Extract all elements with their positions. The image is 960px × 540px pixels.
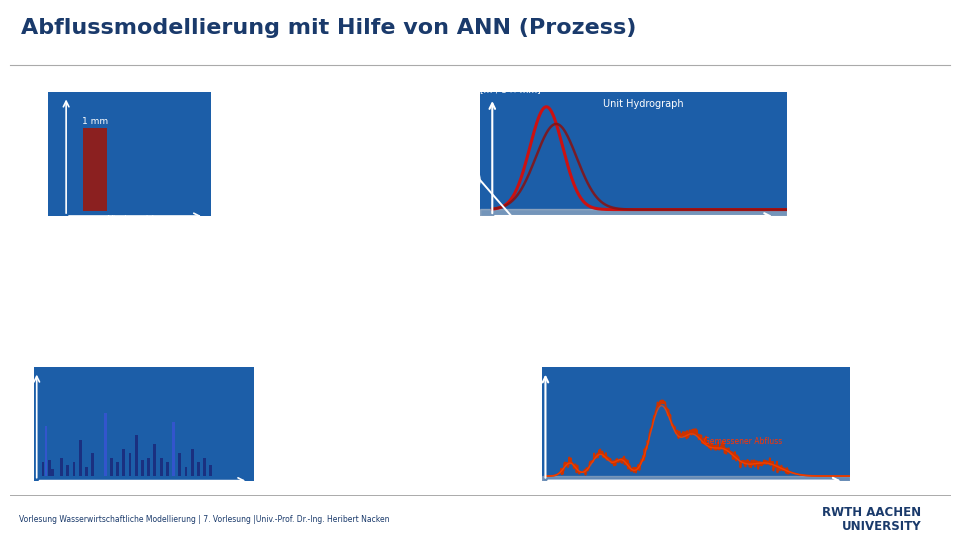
- Circle shape: [290, 252, 330, 292]
- Text: w: w: [360, 293, 371, 306]
- Bar: [154, 444, 156, 476]
- Text: w: w: [515, 266, 525, 279]
- Bar: [110, 458, 112, 476]
- Bar: [129, 454, 132, 476]
- Bar: [116, 462, 119, 476]
- Bar: [41, 462, 44, 476]
- Bar: [172, 422, 175, 476]
- Circle shape: [440, 215, 480, 255]
- Text: [m³/s]: [m³/s]: [542, 359, 569, 367]
- Text: w: w: [515, 219, 525, 232]
- Bar: [204, 458, 206, 476]
- Bar: [66, 465, 69, 476]
- Bar: [84, 127, 107, 211]
- Bar: [91, 454, 94, 476]
- Bar: [85, 467, 88, 476]
- Text: [m³/ s × mm]: [m³/ s × mm]: [480, 85, 540, 94]
- Text: Niederschlag: Niederschlag: [100, 483, 159, 492]
- Bar: [45, 426, 47, 476]
- Bar: [79, 440, 82, 476]
- Bar: [60, 458, 63, 476]
- Text: Abflussmodellierung mit Hilfe von ANN (Prozess): Abflussmodellierung mit Hilfe von ANN (P…: [21, 18, 636, 38]
- Bar: [104, 413, 107, 476]
- Bar: [480, 208, 787, 216]
- Circle shape: [440, 160, 480, 200]
- Text: w: w: [360, 266, 371, 279]
- Text: w: w: [360, 244, 371, 257]
- Bar: [51, 469, 54, 476]
- Bar: [184, 467, 187, 476]
- Bar: [122, 449, 125, 476]
- Bar: [45, 426, 47, 476]
- Bar: [166, 462, 169, 476]
- Text: Niederschlag: Niederschlag: [106, 215, 165, 224]
- Text: Gemessener Abfluss: Gemessener Abfluss: [704, 437, 781, 447]
- Bar: [147, 458, 150, 476]
- Bar: [542, 476, 850, 481]
- Bar: [48, 460, 51, 476]
- Text: Unit Hydrograph: Unit Hydrograph: [603, 99, 684, 109]
- Bar: [159, 458, 162, 476]
- Bar: [104, 413, 107, 476]
- Bar: [141, 460, 144, 476]
- Circle shape: [560, 252, 600, 292]
- Text: [mm/min]: [mm/min]: [34, 359, 78, 367]
- Bar: [172, 422, 175, 476]
- Bar: [197, 462, 200, 476]
- Text: Vorlesung Wasserwirtschaftliche Modellierung | 7. Vorlesung |Univ.-Prof. Dr.-Ing: Vorlesung Wasserwirtschaftliche Modellie…: [19, 515, 390, 524]
- Bar: [209, 465, 212, 476]
- Text: w: w: [360, 219, 371, 232]
- Text: w: w: [515, 244, 525, 257]
- Bar: [191, 449, 194, 476]
- Text: [mm / h]: [mm / h]: [48, 82, 90, 91]
- Bar: [134, 435, 137, 476]
- Circle shape: [440, 325, 480, 365]
- Text: 1 mm: 1 mm: [83, 117, 108, 126]
- Text: w: w: [515, 293, 525, 306]
- Bar: [73, 462, 76, 476]
- Text: RWTH AACHEN
UNIVERSITY: RWTH AACHEN UNIVERSITY: [823, 506, 922, 533]
- Circle shape: [440, 265, 480, 305]
- Bar: [179, 454, 181, 476]
